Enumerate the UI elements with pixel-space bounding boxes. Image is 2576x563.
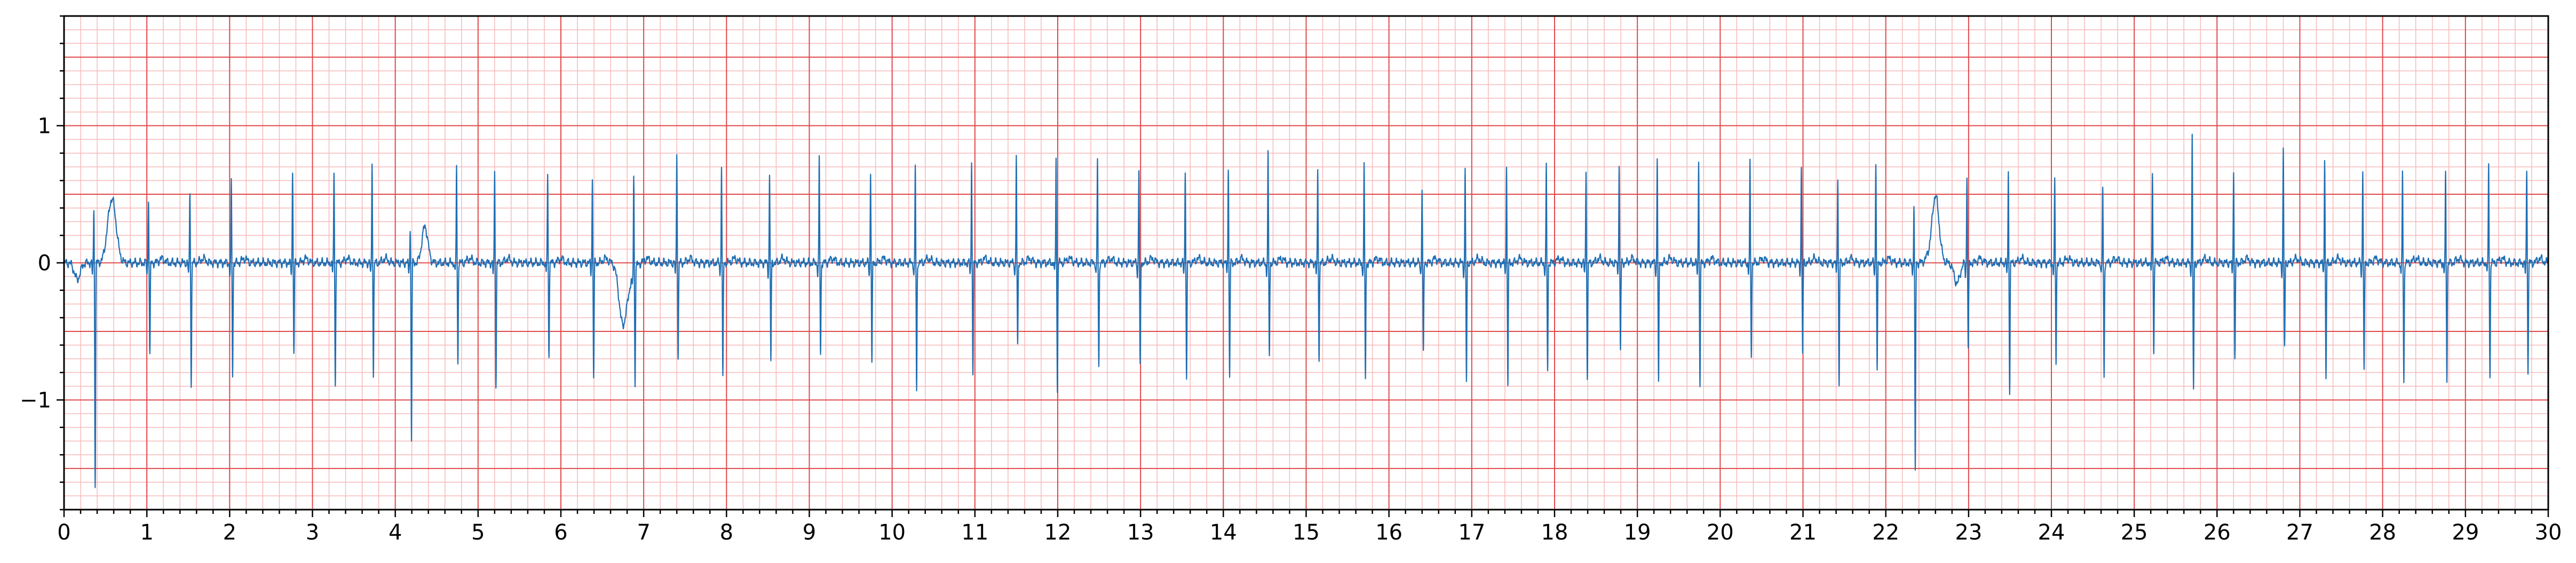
x-tick-label: 9 [803, 520, 816, 545]
x-tick-label: 10 [878, 520, 906, 545]
x-tick-label: 24 [2038, 520, 2065, 545]
x-tick-label: 25 [2121, 520, 2148, 545]
x-tick-label: 15 [1293, 520, 1320, 545]
x-tick-label: 22 [1872, 520, 1899, 545]
x-tick-label: 12 [1044, 520, 1072, 545]
x-tick-label: 21 [1789, 520, 1817, 545]
x-tick-label: 13 [1127, 520, 1154, 545]
x-tick-label: 3 [306, 520, 319, 545]
x-tick-label: 16 [1375, 520, 1402, 545]
x-tick-label: 4 [389, 520, 402, 545]
x-tick-label: 11 [961, 520, 988, 545]
x-tick-label: 20 [1707, 520, 1734, 545]
x-tick-label: 7 [637, 520, 650, 545]
y-tick-label: −1 [20, 388, 51, 413]
x-axis-ticks: 0 1 2 3 4 5 6 7 8 9 10 11 12 13 14 15 16 17 18 19 20 21 22 23 24… [57, 510, 2562, 545]
x-tick-label: 2 [223, 520, 236, 545]
x-tick-label: 6 [554, 520, 567, 545]
y-tick-label: 0 [38, 251, 51, 276]
x-tick-label: 23 [1955, 520, 1982, 545]
y-axis-ticks: 1 0 −1 [20, 15, 64, 511]
x-tick-label: 14 [1210, 520, 1237, 545]
x-tick-label: 26 [2204, 520, 2231, 545]
x-tick-label: 29 [2452, 520, 2479, 545]
x-tick-label: 8 [720, 520, 733, 545]
ecg-trace [64, 133, 2549, 488]
x-tick-label: 17 [1458, 520, 1485, 545]
x-tick-label: 28 [2369, 520, 2396, 545]
x-tick-label: 19 [1624, 520, 1651, 545]
x-tick-label: 5 [471, 520, 485, 545]
x-tick-label: 0 [57, 520, 70, 545]
x-tick-label: 1 [140, 520, 153, 545]
x-tick-label: 27 [2286, 520, 2313, 545]
x-tick-label: 30 [2535, 520, 2562, 545]
x-tick-label: 18 [1541, 520, 1568, 545]
y-tick-label: 1 [38, 114, 51, 139]
